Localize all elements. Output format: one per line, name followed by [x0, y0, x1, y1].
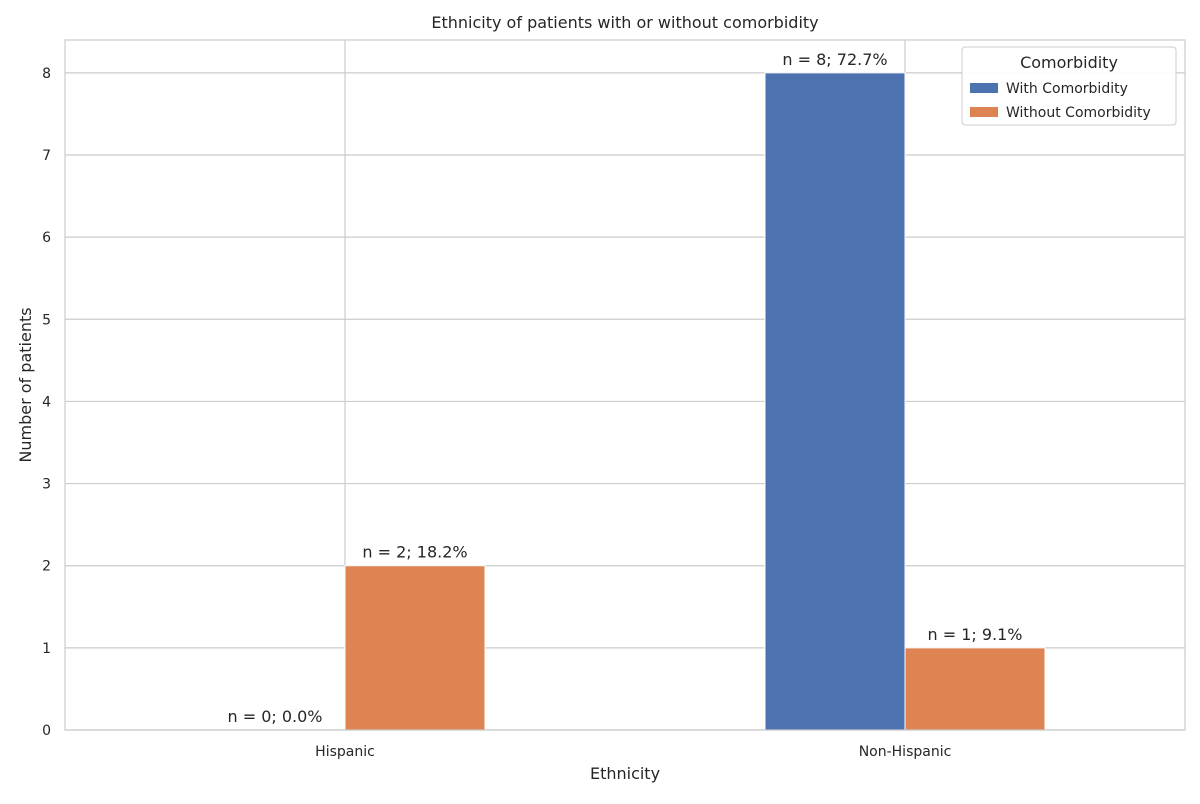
- data-label: n = 0; 0.0%: [227, 707, 322, 726]
- y-tick-label: 1: [42, 641, 51, 657]
- bars: [344, 72, 1046, 731]
- chart-title: Ethnicity of patients with or without co…: [431, 13, 818, 32]
- legend-items: With Comorbidity Without Comorbidity: [970, 81, 1151, 121]
- legend-title: Comorbidity: [1020, 53, 1118, 72]
- bar-1-0: [344, 565, 486, 731]
- data-label: n = 2; 18.2%: [362, 543, 467, 562]
- plot-frame: [64, 39, 1186, 731]
- y-tick-label: 2: [42, 559, 51, 575]
- data-label: n = 1; 9.1%: [927, 625, 1022, 644]
- legend-item-label: With Comorbidity: [1006, 81, 1128, 97]
- y-tick-label: 6: [42, 230, 51, 246]
- legend-box: [961, 46, 1177, 126]
- x-axis-label: Ethnicity: [590, 764, 660, 783]
- legend-swatch: [970, 107, 998, 117]
- x-tick-label: Non-Hispanic: [859, 744, 952, 760]
- legend-swatch: [970, 83, 998, 93]
- bar-1-1: [904, 647, 1046, 731]
- data-labels: n = 0; 0.0% n = 8; 72.7% n = 2; 18.2% n = 1…: [227, 50, 1022, 726]
- y-tick-label: 0: [42, 723, 51, 739]
- x-tick-label: Hispanic: [315, 744, 375, 760]
- data-label: n = 8; 72.7%: [782, 50, 887, 69]
- y-tick-label: 3: [42, 477, 51, 493]
- y-axis-label: Number of patients: [16, 307, 35, 462]
- tick-labels: 0 1 2 3 4 5 6 7 8 Hispanic Non-Hispanic: [42, 66, 951, 760]
- bar-0-1: [764, 72, 906, 731]
- y-tick-label: 4: [42, 394, 51, 410]
- legend: Comorbidity With Comorbidity Without Como…: [961, 46, 1177, 126]
- y-tick-label: 5: [42, 312, 51, 328]
- y-tick-label: 7: [42, 148, 51, 164]
- y-tick-label: 8: [42, 66, 51, 82]
- legend-item-label: Without Comorbidity: [1006, 105, 1151, 121]
